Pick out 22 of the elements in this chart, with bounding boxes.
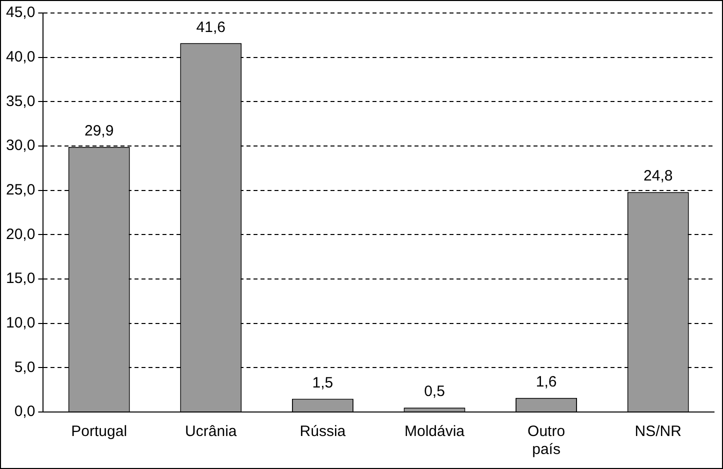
data-label: 1,6 [536, 373, 557, 390]
y-tick-label: 0,0 [14, 403, 36, 420]
x-tick-label: Ucrânia [185, 423, 238, 440]
y-tick-label: 20,0 [6, 226, 36, 243]
y-tick-label: 15,0 [6, 270, 36, 288]
y-tick-label: 35,0 [6, 92, 36, 110]
y-tick-label: 40,0 [6, 48, 36, 66]
y-tick-label: 45,0 [6, 4, 36, 22]
x-tick-label: Portugal [71, 423, 128, 440]
data-label: 0,5 [424, 383, 445, 400]
x-tick-label: Moldávia [404, 423, 466, 440]
data-label: 1,5 [312, 374, 334, 392]
y-tick-label: 5,0 [14, 358, 36, 376]
x-tick-label: NS/NR [634, 423, 682, 440]
data-label: 29,9 [84, 122, 114, 140]
x-tick-label: Rússia [300, 423, 346, 440]
data-label: 41,6 [196, 18, 226, 36]
data-label: 24,8 [644, 168, 673, 185]
x-tick-label: Outro país [528, 423, 566, 458]
y-tick-label: 10,0 [6, 314, 36, 332]
y-tick-label: 30,0 [6, 137, 36, 154]
y-tick-label: 25,0 [6, 181, 36, 198]
